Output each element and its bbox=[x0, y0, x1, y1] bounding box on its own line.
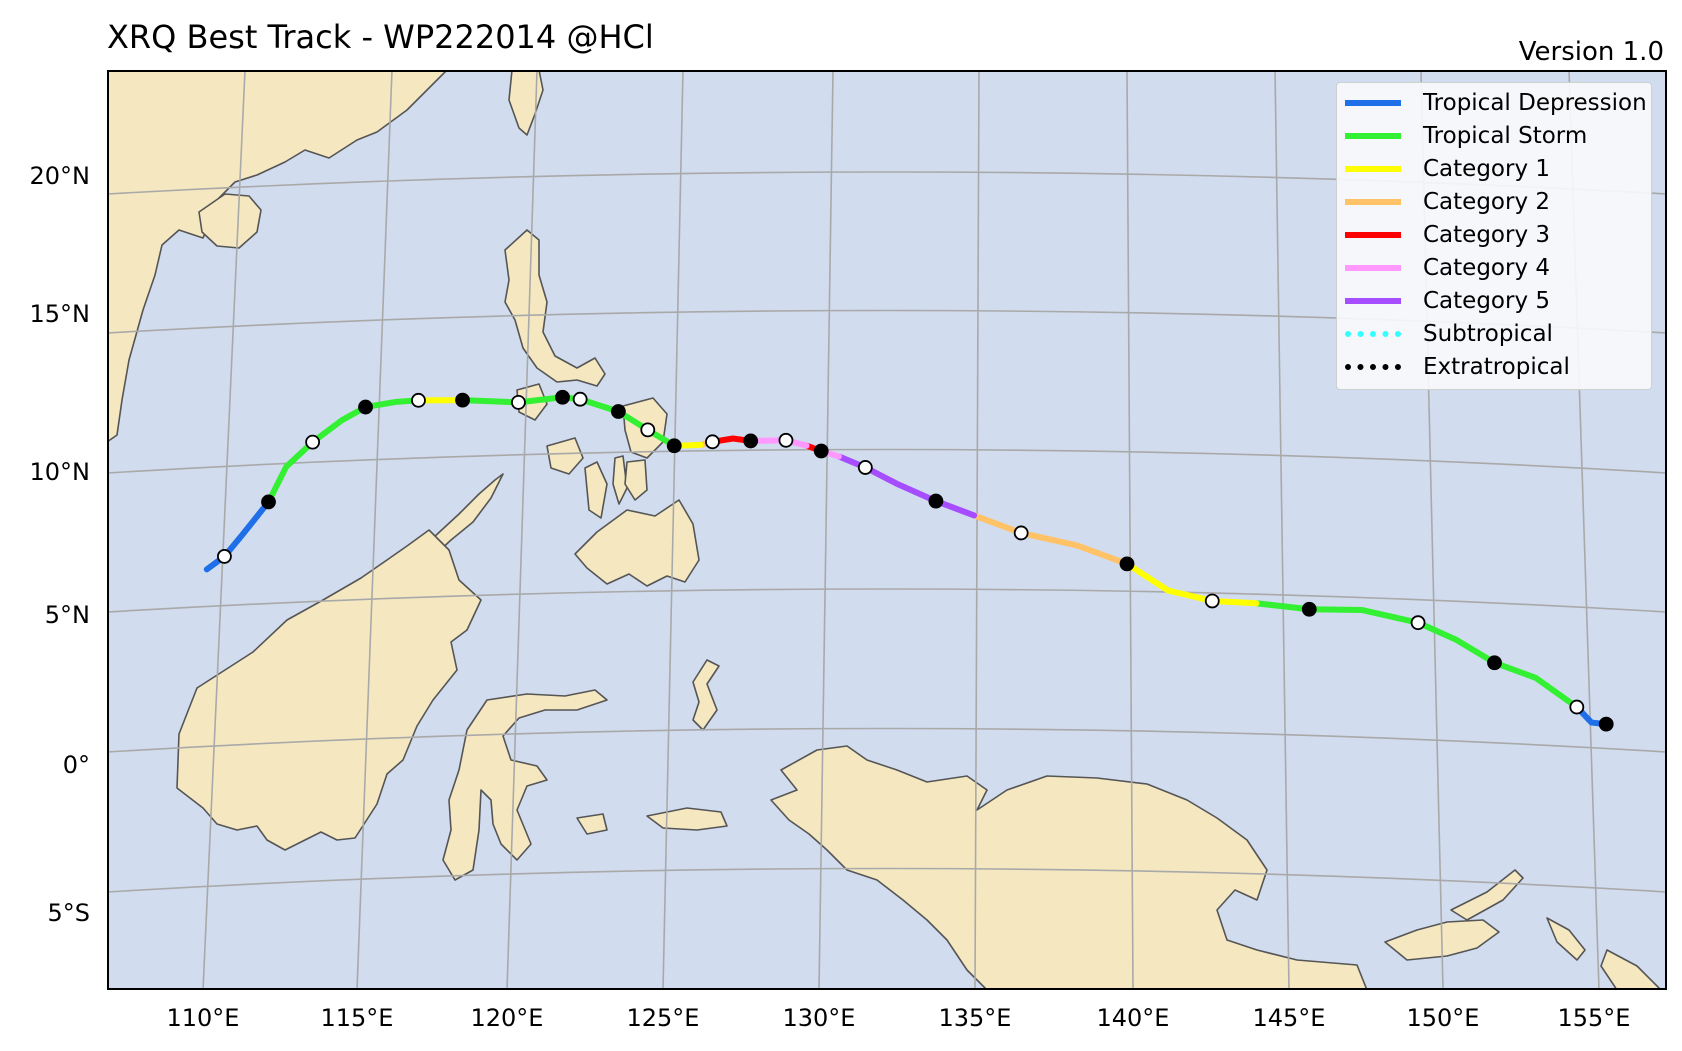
lon-tick-label: 140°E bbox=[1096, 1004, 1170, 1032]
lat-tick-label: 0° bbox=[62, 751, 90, 779]
lon-tick-label: 145°E bbox=[1252, 1004, 1326, 1032]
land-sulawesi bbox=[442, 689, 608, 881]
track-point bbox=[358, 399, 373, 415]
track-point bbox=[1598, 716, 1614, 732]
legend-label: Extratropical bbox=[1423, 354, 1570, 380]
land-taiwan bbox=[508, 70, 544, 136]
track-segment bbox=[1253, 600, 1580, 711]
map-frame bbox=[107, 70, 1667, 990]
track-point bbox=[778, 432, 794, 448]
track-point bbox=[1410, 615, 1426, 631]
legend-item-tropical-depression: Tropical Depression bbox=[1345, 88, 1647, 118]
lat-tick-label: 5°S bbox=[47, 899, 90, 927]
land-mindanao bbox=[574, 499, 700, 587]
track-point bbox=[411, 392, 426, 408]
track-points bbox=[217, 389, 1614, 732]
land-halmahera bbox=[692, 659, 720, 731]
track-point bbox=[1569, 699, 1585, 715]
track-point bbox=[813, 443, 829, 459]
legend-item-subtropical: Subtropical bbox=[1345, 319, 1553, 349]
track-point bbox=[511, 394, 526, 410]
track-point bbox=[928, 493, 944, 509]
lat-tick-label: 15°N bbox=[29, 300, 91, 328]
track-point bbox=[1013, 525, 1029, 541]
track-segment bbox=[835, 453, 978, 519]
track-point bbox=[455, 392, 470, 408]
lat-tick-label: 5°N bbox=[44, 601, 90, 629]
land-bougainville bbox=[1546, 917, 1586, 961]
legend-swatch bbox=[1345, 232, 1401, 238]
track-point bbox=[1204, 593, 1220, 609]
chart-title: XRQ Best Track - WP222014 @HCl bbox=[107, 18, 654, 56]
land-negros bbox=[584, 461, 608, 519]
legend-label: Tropical Depression bbox=[1423, 90, 1647, 116]
track-point bbox=[572, 391, 588, 407]
lat-tick-label: 20°N bbox=[29, 162, 91, 190]
track-point bbox=[640, 422, 656, 438]
lat-tick-label: 10°N bbox=[29, 458, 91, 486]
land-new-guinea bbox=[770, 745, 1368, 990]
legend-label: Category 5 bbox=[1423, 288, 1551, 314]
lon-tick-label: 120°E bbox=[470, 1004, 544, 1032]
land-hainan bbox=[198, 193, 262, 249]
legend-item-category-3: Category 3 bbox=[1345, 220, 1550, 250]
lon-tick-label: 125°E bbox=[626, 1004, 700, 1032]
track-point bbox=[743, 433, 759, 449]
legend-item-category-1: Category 1 bbox=[1345, 154, 1550, 184]
legend-swatch bbox=[1345, 265, 1401, 271]
legend-swatch bbox=[1345, 166, 1401, 172]
legend-label: Category 2 bbox=[1423, 189, 1551, 215]
land-solomons bbox=[1600, 949, 1662, 990]
legend-label: Category 1 bbox=[1423, 156, 1551, 182]
legend-swatch bbox=[1345, 298, 1401, 304]
legend-swatch bbox=[1345, 331, 1401, 337]
track-point bbox=[305, 434, 321, 450]
track-segment bbox=[265, 397, 422, 505]
land-borneo bbox=[176, 529, 482, 851]
legend-item-tropical-storm: Tropical Storm bbox=[1345, 121, 1587, 151]
legend-swatch bbox=[1345, 133, 1401, 139]
track-segment bbox=[1124, 560, 1260, 607]
legend-item-category-5: Category 5 bbox=[1345, 286, 1550, 316]
legend-label: Subtropical bbox=[1423, 321, 1553, 347]
land-masses bbox=[107, 70, 1662, 990]
track-point bbox=[217, 549, 232, 564]
legend-item-category-2: Category 2 bbox=[1345, 187, 1550, 217]
lon-tick-label: 130°E bbox=[782, 1004, 856, 1032]
legend-swatch bbox=[1345, 100, 1401, 106]
land-cebu bbox=[612, 455, 628, 505]
legend-swatch bbox=[1345, 364, 1401, 370]
land-leyte bbox=[624, 459, 648, 501]
track-point bbox=[666, 438, 682, 454]
land-buru bbox=[576, 813, 608, 835]
track-point bbox=[1301, 601, 1317, 617]
legend-swatch bbox=[1345, 199, 1401, 205]
legend-label: Tropical Storm bbox=[1423, 123, 1588, 149]
lon-tick-label: 155°E bbox=[1557, 1004, 1631, 1032]
track-point bbox=[857, 460, 873, 475]
track-point bbox=[555, 389, 570, 405]
track-segment bbox=[203, 498, 272, 573]
track-point bbox=[1487, 655, 1502, 671]
legend-label: Category 3 bbox=[1423, 222, 1551, 248]
lon-tick-label: 110°E bbox=[166, 1004, 240, 1032]
lon-tick-label: 150°E bbox=[1406, 1004, 1480, 1032]
lon-tick-label: 135°E bbox=[938, 1004, 1012, 1032]
track-point bbox=[610, 404, 626, 419]
lon-tick-label: 115°E bbox=[320, 1004, 394, 1032]
version-label: Version 1.0 bbox=[1518, 37, 1664, 67]
legend: Tropical Depression Tropical Storm Categ… bbox=[1336, 82, 1652, 390]
track-point bbox=[705, 434, 720, 450]
legend-item-extratropical: Extratropical bbox=[1345, 352, 1570, 382]
track-point bbox=[261, 494, 276, 510]
legend-item-category-4: Category 4 bbox=[1345, 253, 1550, 283]
track-point bbox=[1119, 556, 1135, 572]
legend-label: Category 4 bbox=[1423, 255, 1551, 281]
track-segment bbox=[971, 512, 1130, 567]
land-panay bbox=[546, 437, 584, 475]
